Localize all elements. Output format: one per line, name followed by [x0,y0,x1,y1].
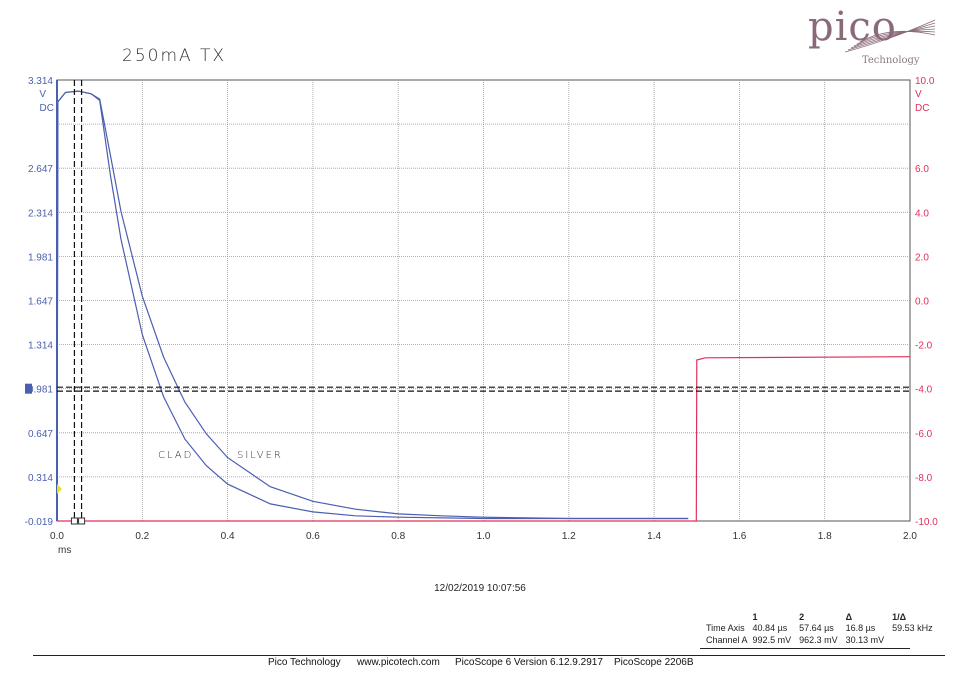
trigger-marker [57,484,62,494]
logo-swoosh [850,25,936,49]
cursor-header: Δ [845,612,853,622]
y-left-tick-label: 1.981 [28,252,53,263]
x-tick-label: 1.8 [818,531,832,542]
x-tick-label: 0.4 [221,531,235,542]
y-left-tick-label: 0.981 [28,385,53,396]
x-tick-label: 1.6 [732,531,746,542]
x-axis-unit: ms [58,545,72,556]
x-tick-label: 1.4 [647,531,661,542]
x-tick-label: 2.0 [903,531,917,542]
right-axis-coupling: DC [915,103,930,114]
time-cursor-handle [78,517,86,525]
right-axis-unit: V [915,89,922,100]
logo-swoosh [844,19,936,53]
footer-device: PicoScope 2206B [614,657,694,668]
cell [888,634,937,646]
x-tick-label: 1.0 [477,531,491,542]
left-axis-unit: V [39,89,46,100]
cell: 962.3 mV [799,635,838,645]
silver-annotation: SILVER [237,450,283,461]
cell: 992.5 mV [752,635,792,645]
cursor-header: 1/Δ [892,612,907,622]
y-left-tick-label: 2.314 [28,208,53,219]
row-label: Channel A [706,635,748,645]
y-right-tick-label: -8.0 [915,473,933,484]
logo-swoosh [853,28,936,47]
cell: 40.84 µs [752,623,788,633]
logo-swoosh [856,30,936,45]
y-right-tick-label: 2.0 [915,252,929,263]
y-right-tick-label: -10.0 [915,517,938,528]
left-axis-coupling: DC [39,103,54,114]
footer-url: www.picotech.com [357,657,440,668]
channel-a-marker [25,383,32,394]
table-row: Time Axis 40.84 µs 57.64 µs 16.8 µs 59.5… [705,622,937,634]
logo-swoosh [847,22,936,51]
x-tick-label: 0.2 [135,531,149,542]
footer-company: Pico Technology [268,657,341,668]
pico-logo-subtitle: Technology [862,55,920,66]
clad-annotation: CLAD [158,450,194,461]
footer-divider [33,655,945,656]
x-tick-label: 0.6 [306,531,320,542]
series-clad [56,90,689,522]
cell: 57.64 µs [799,623,834,633]
cursor-header: 2 [799,612,805,622]
cell: 30.13 mV [845,635,885,645]
y-left-tick-label: 0.314 [28,473,53,484]
logo-swoosh [859,30,936,43]
y-right-tick-label: 4.0 [915,208,929,219]
timestamp: 12/02/2019 10:07:56 [434,583,526,594]
y-left-tick-label: 1.647 [28,297,53,308]
y-right-tick-label: -6.0 [915,429,933,440]
pico-logo: pico [808,4,897,50]
y-left-tick-label: -0.019 [25,517,54,528]
title-annotation: 250mA TX [122,46,227,66]
cell: 59.53 kHz [892,623,933,633]
table-row: Channel A 992.5 mV 962.3 mV 30.13 mV [705,634,937,646]
y-left-tick-label: 0.647 [28,429,53,440]
table-divider [700,648,910,649]
x-tick-label: 0.0 [50,531,64,542]
y-left-tick-label: 2.647 [28,164,53,175]
row-label: Time Axis [706,623,745,633]
y-left-tick-label: 1.314 [28,341,53,352]
y-right-tick-label: 10.0 [915,76,935,87]
y-right-tick-label: -2.0 [915,341,933,352]
y-right-tick-label: -4.0 [915,385,933,396]
y-right-tick-label: 6.0 [915,164,929,175]
series-silver [56,90,689,522]
x-tick-label: 0.8 [391,531,405,542]
y-left-tick-label: 3.314 [28,76,53,87]
cursor-header: 1 [752,612,758,622]
series-channel-b [57,356,911,522]
time-cursor-handle [70,517,78,525]
cursor-table: 1 2 Δ 1/Δ Time Axis 40.84 µs 57.64 µs 16… [705,612,937,646]
cell: 16.8 µs [845,623,876,633]
x-tick-label: 1.2 [562,531,576,542]
y-right-tick-label: 0.0 [915,297,929,308]
footer-version: PicoScope 6 Version 6.12.9.2917 [455,657,603,668]
